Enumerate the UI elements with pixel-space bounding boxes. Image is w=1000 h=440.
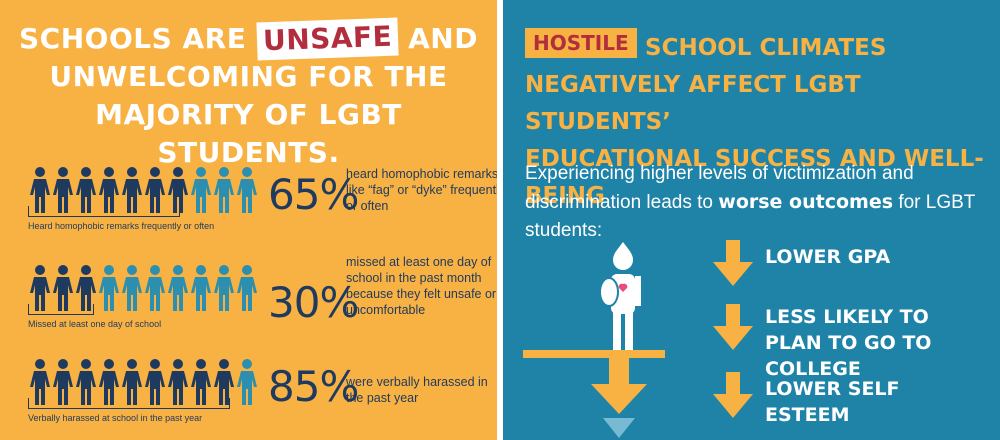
- stat-description: were verbally harassed in the past year: [346, 375, 488, 405]
- right-panel: HOSTILE SCHOOL CLIMATES NEGATIVELY AFFEC…: [503, 0, 1000, 440]
- outcome-lower-gpa: LOWER GPA: [713, 240, 983, 290]
- person-figure: [145, 359, 165, 405]
- people-figures-icon: [30, 265, 257, 311]
- headline-text-3: UNWELCOMING FOR THE: [49, 60, 448, 93]
- stat-description: missed at least one day of school in the…: [346, 255, 497, 317]
- person-figure: [76, 167, 96, 213]
- down-arrow-icon: [713, 240, 753, 286]
- headline-text-2: AND: [408, 22, 478, 55]
- outcome-label: LOWER SELF ESTEEM: [765, 378, 900, 426]
- body-emphasis: worse outcomes: [718, 191, 894, 213]
- stat-caption: Verbally harassed at school in the past …: [28, 413, 203, 423]
- caption-bracket: [28, 398, 230, 409]
- outcome-label: LOWER GPA: [765, 246, 891, 268]
- caption-bracket: [28, 304, 94, 315]
- person-figure: [191, 265, 211, 311]
- right-body: Experiencing higher levels of victimizat…: [525, 160, 985, 245]
- body-text-2: for LGBT students:: [525, 192, 976, 241]
- outcome-self-esteem: LOWER SELF ESTEEM: [713, 372, 983, 426]
- person-figure: [30, 167, 50, 213]
- person-figure: [214, 359, 234, 405]
- body-text-1: Experiencing higher levels of victimizat…: [525, 163, 914, 213]
- person-figure: [99, 265, 119, 311]
- right-title-line-3: EDUCATIONAL SUCCESS AND WELL-BEING: [525, 146, 984, 209]
- person-figure: [214, 265, 234, 311]
- person-figure: [122, 265, 142, 311]
- person-figure: [30, 359, 50, 405]
- stat-caption: Heard homophobic remarks frequently or o…: [28, 221, 215, 231]
- stat-percent: 85%: [268, 362, 359, 411]
- unsafe-tag: UNSAFE: [256, 17, 399, 61]
- person-figure: [191, 167, 211, 213]
- headline-text-4: MAJORITY OF LGBT STUDENTS.: [95, 98, 402, 169]
- person-figure: [53, 167, 73, 213]
- stat-missed-school: Missed at least one day of school 30% mi…: [24, 255, 496, 344]
- ledge: [523, 350, 665, 358]
- caption-bracket: [28, 206, 180, 217]
- stat-percent: 30%: [268, 278, 359, 327]
- person-figure: [191, 359, 211, 405]
- person-figure: [145, 167, 165, 213]
- person-figure: [168, 265, 188, 311]
- headline-text-1: SCHOOLS ARE: [19, 22, 247, 55]
- outcome-label: LESS LIKELY TO PLAN TO GO TO COLLEGE: [765, 306, 932, 380]
- person-figure: [214, 167, 234, 213]
- person-figure: [168, 359, 188, 405]
- down-arrow-icon: [713, 304, 753, 350]
- right-title-line-1: SCHOOL CLIMATES: [645, 35, 887, 61]
- person-figure: [53, 359, 73, 405]
- person-figure: [237, 167, 257, 213]
- person-figure: [168, 167, 188, 213]
- panel-divider: [497, 0, 503, 440]
- left-headline: SCHOOLS ARE UNSAFE AND UNWELCOMING FOR T…: [0, 17, 497, 172]
- person-figure: [122, 359, 142, 405]
- person-figure: [145, 265, 165, 311]
- student-with-backpack-icon: [599, 242, 641, 352]
- right-title: SCHOOL CLIMATES NEGATIVELY AFFECT LGBT S…: [525, 30, 995, 215]
- person-figure: [122, 167, 142, 213]
- stat-verbally-harassed: Verbally harassed at school in the past …: [24, 358, 494, 438]
- people-figures-icon: [30, 167, 257, 213]
- stat-caption: Missed at least one day of school: [28, 319, 162, 329]
- hostile-tag: HOSTILE: [525, 28, 637, 58]
- person-figure: [99, 359, 119, 405]
- person-figure: [237, 359, 257, 405]
- person-figure: [53, 265, 73, 311]
- outcome-college: LESS LIKELY TO PLAN TO GO TO COLLEGE: [713, 304, 983, 380]
- falling-arrow-icon: [591, 358, 647, 438]
- right-title-line-2: NEGATIVELY AFFECT LGBT STUDENTS’: [525, 72, 861, 135]
- down-arrow-icon: [713, 372, 753, 418]
- people-figures-icon: [30, 359, 257, 405]
- person-figure: [76, 359, 96, 405]
- person-figure: [30, 265, 50, 311]
- person-figure: [237, 265, 257, 311]
- person-figure: [99, 167, 119, 213]
- stat-homophobic-remarks: Heard homophobic remarks frequently or o…: [24, 166, 505, 246]
- left-panel: SCHOOLS ARE UNSAFE AND UNWELCOMING FOR T…: [0, 0, 505, 440]
- stat-description: heard homophobic remarks like “fag” or “…: [346, 167, 506, 213]
- person-figure: [76, 265, 96, 311]
- stat-percent: 65%: [268, 170, 359, 219]
